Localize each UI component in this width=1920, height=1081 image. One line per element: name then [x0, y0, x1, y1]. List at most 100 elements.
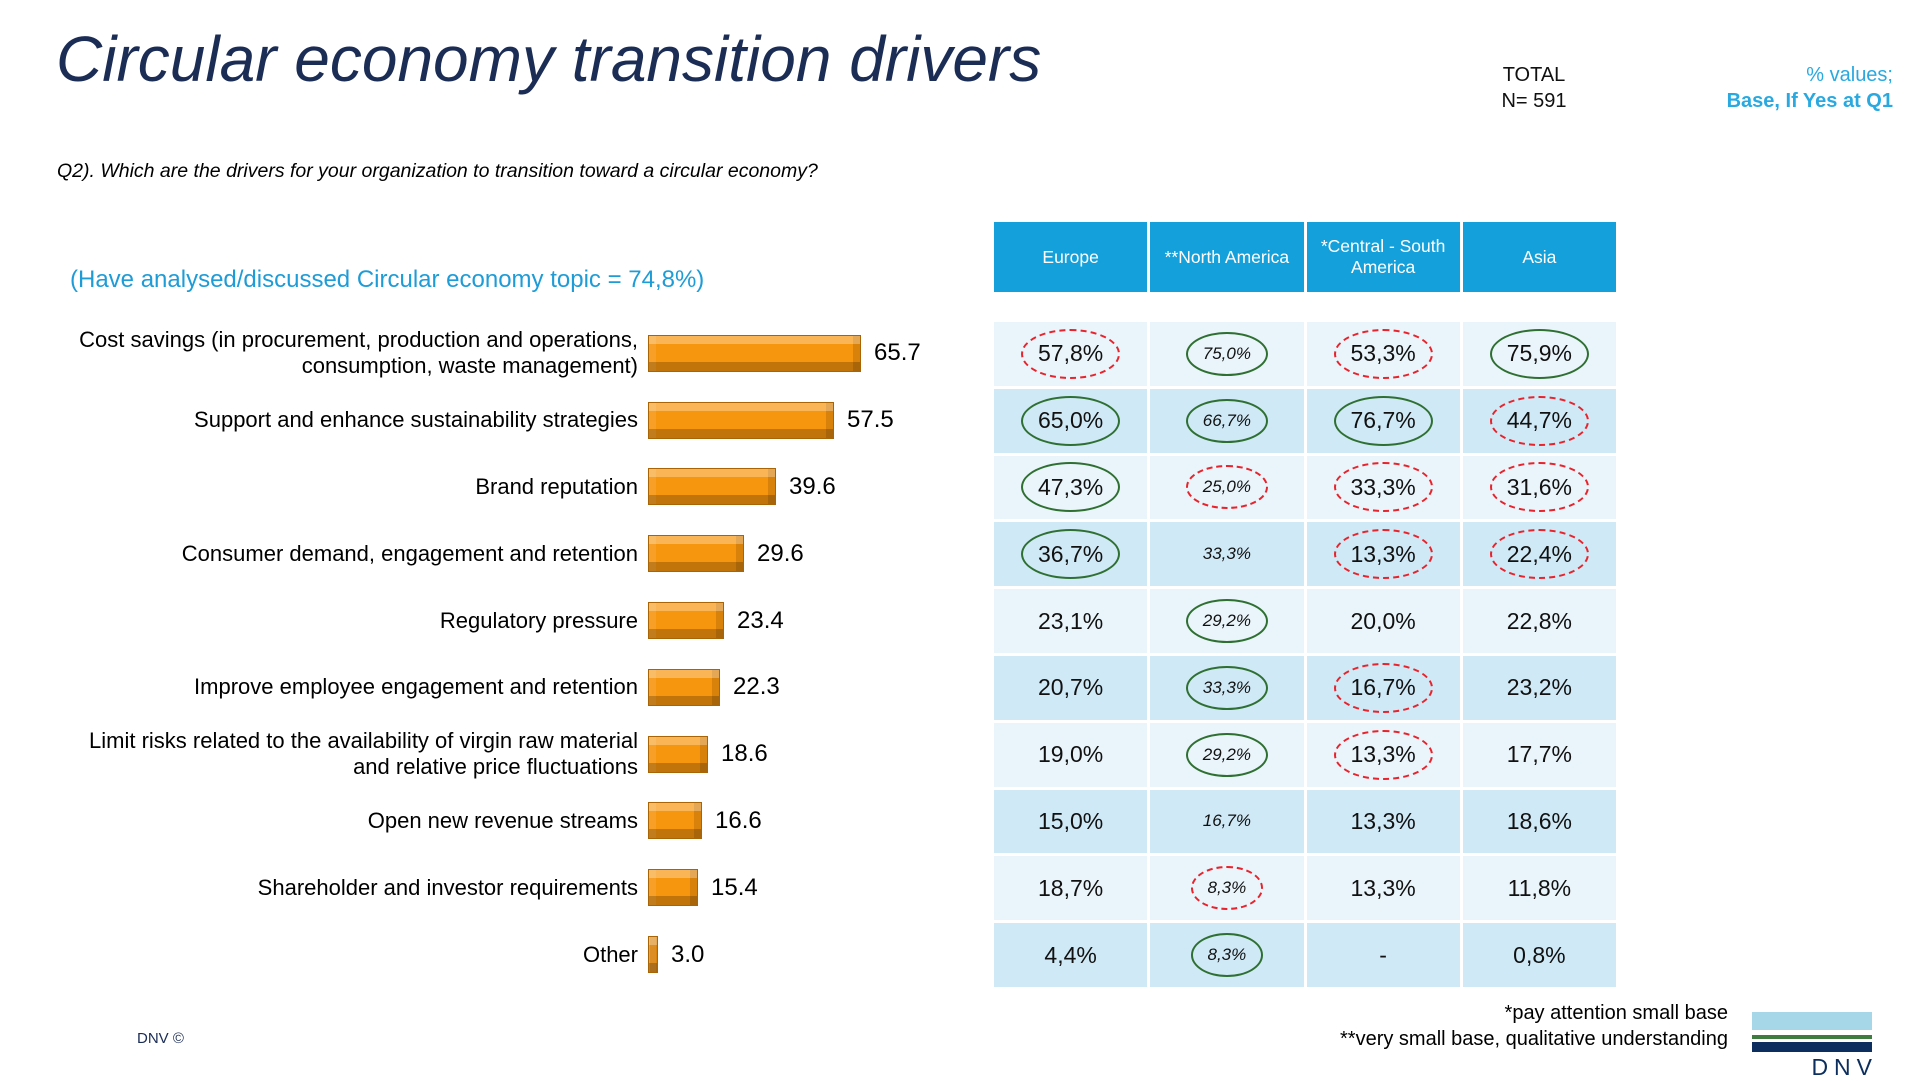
table-cell: 13,3% — [1306, 789, 1460, 854]
bar-value-label: 29.6 — [757, 539, 804, 567]
table-cell: 23,2% — [1462, 655, 1616, 720]
green-ellipse-mark: 47,3% — [1021, 462, 1121, 513]
bar — [648, 802, 702, 840]
table-cell: 22,8% — [1462, 589, 1616, 653]
cell-value: 17,7% — [1506, 741, 1572, 768]
table-cell: 8,3% — [1150, 923, 1304, 987]
chart-row: Improve employee engagement and retentio… — [57, 654, 977, 721]
cell-value: 4,4% — [1044, 941, 1097, 968]
chart-row: Brand reputation 39.6 — [57, 454, 977, 521]
green-ellipse-mark: 33,3% — [1185, 665, 1268, 710]
green-ellipse-mark: 75,0% — [1185, 331, 1268, 376]
table-cell: 75,0% — [1150, 322, 1304, 386]
cell-value: 33,3% — [1202, 544, 1251, 564]
red-dashed-ellipse-mark: 13,3% — [1333, 729, 1433, 780]
category-label: Consumer demand, engagement and retentio… — [181, 540, 638, 566]
table-cell: 29,2% — [1150, 722, 1304, 787]
bar-value-label: 18.6 — [721, 740, 768, 768]
bar — [648, 334, 861, 372]
table-cell: 8,3% — [1150, 856, 1304, 921]
chart-row: Open new revenue streams 16.6 — [57, 788, 977, 855]
table-cell: 22,4% — [1462, 522, 1616, 587]
bar-value-label: 23.4 — [737, 606, 784, 634]
bar — [648, 869, 698, 907]
total-label: TOTAL — [1502, 64, 1566, 86]
red-dashed-ellipse-mark: 31,6% — [1489, 462, 1589, 513]
cell-value: 23,1% — [1038, 607, 1104, 634]
table-cell: 11,8% — [1462, 856, 1616, 921]
question-text: Q2). Which are the drivers for your orga… — [57, 160, 818, 182]
table-cell: 15,0% — [994, 789, 1148, 854]
table-cell: 13,3% — [1306, 522, 1460, 587]
logo-text: DNV — [1811, 1054, 1878, 1080]
category-label: Open new revenue streams — [367, 807, 638, 833]
table-cell: 16,7% — [1150, 789, 1304, 854]
table-cell: 31,6% — [1462, 455, 1616, 520]
bar-value-label: 57.5 — [847, 406, 894, 434]
green-ellipse-mark: 29,2% — [1185, 732, 1268, 777]
category-label: Cost savings (in procurement, production… — [79, 327, 638, 379]
table-cell: 44,7% — [1462, 388, 1616, 453]
table-cell: 33,3% — [1306, 455, 1460, 520]
table-cell: 18,7% — [994, 856, 1148, 921]
footnote-very-small-base: **very small base, qualitative understan… — [1340, 1028, 1728, 1050]
cell-value: 23,2% — [1506, 674, 1572, 701]
table-cell: 16,7% — [1306, 655, 1460, 720]
table-cell: 18,6% — [1462, 789, 1616, 854]
dnv-logo: DNV — [1752, 1012, 1872, 1081]
green-ellipse-mark: 76,7% — [1333, 395, 1433, 446]
red-dashed-ellipse-mark: 22,4% — [1489, 529, 1589, 580]
category-label: Shareholder and investor requirements — [257, 874, 638, 900]
values-note: % values; Base, If Yes at Q1 — [1727, 62, 1893, 114]
table-cell: 65,0% — [994, 388, 1148, 453]
table-header-cell-central_south_america: *Central - South America — [1306, 222, 1460, 292]
green-ellipse-mark: 75,9% — [1489, 328, 1589, 379]
slide-title: Circular economy transition drivers — [56, 23, 1042, 95]
chart-row: Other 3.0 — [57, 921, 977, 988]
chart-row: Limit risks related to the availability … — [57, 721, 977, 788]
cell-value: 19,0% — [1038, 741, 1104, 768]
cell-value: 20,7% — [1038, 674, 1104, 701]
values-note-line1: % values; — [1806, 64, 1893, 86]
green-ellipse-mark: 29,2% — [1185, 599, 1268, 644]
table-cell: 33,3% — [1150, 522, 1304, 587]
table-cell: 29,2% — [1150, 589, 1304, 653]
cell-value: 20,0% — [1350, 607, 1416, 634]
bar-value-label: 39.6 — [789, 472, 836, 500]
bar — [648, 735, 708, 773]
green-ellipse-mark: 65,0% — [1021, 395, 1121, 446]
bar — [648, 602, 724, 640]
total-n: N= 591 — [1501, 90, 1567, 112]
green-ellipse-mark: 8,3% — [1190, 933, 1264, 978]
table-cell: 13,3% — [1306, 722, 1460, 787]
red-dashed-ellipse-mark: 13,3% — [1333, 529, 1433, 580]
red-dashed-ellipse-mark: 16,7% — [1333, 662, 1433, 713]
table-cell: 13,3% — [1306, 856, 1460, 921]
table-cell: 47,3% — [994, 455, 1148, 520]
logo-green-bar — [1752, 1035, 1872, 1039]
cell-value: 0,8% — [1513, 941, 1566, 968]
green-ellipse-mark: 66,7% — [1185, 398, 1268, 443]
red-dashed-ellipse-mark: 57,8% — [1021, 328, 1121, 379]
bar — [648, 535, 744, 573]
red-dashed-ellipse-mark: 53,3% — [1333, 328, 1433, 379]
category-label: Brand reputation — [475, 473, 638, 499]
table-header-cell-asia: Asia — [1462, 222, 1616, 292]
table-cell: 20,0% — [1306, 589, 1460, 653]
bar — [648, 401, 834, 439]
category-label: Improve employee engagement and retentio… — [194, 674, 638, 700]
cell-value: 18,7% — [1038, 874, 1104, 901]
bar-value-label: 15.4 — [711, 873, 758, 901]
chart-row: Regulatory pressure 23.4 — [57, 587, 977, 654]
bar — [648, 936, 658, 974]
chart-row: Support and enhance sustainability strat… — [57, 387, 977, 454]
red-dashed-ellipse-mark: 44,7% — [1489, 395, 1589, 446]
bar — [648, 668, 720, 706]
cell-value: 22,8% — [1506, 607, 1572, 634]
category-label: Other — [582, 941, 638, 967]
logo-navy-bar — [1752, 1042, 1872, 1052]
chart-row: Shareholder and investor requirements 15.… — [57, 854, 977, 921]
table-cell: 4,4% — [994, 923, 1148, 987]
table-cell: 17,7% — [1462, 722, 1616, 787]
bar-value-label: 22.3 — [733, 673, 780, 701]
